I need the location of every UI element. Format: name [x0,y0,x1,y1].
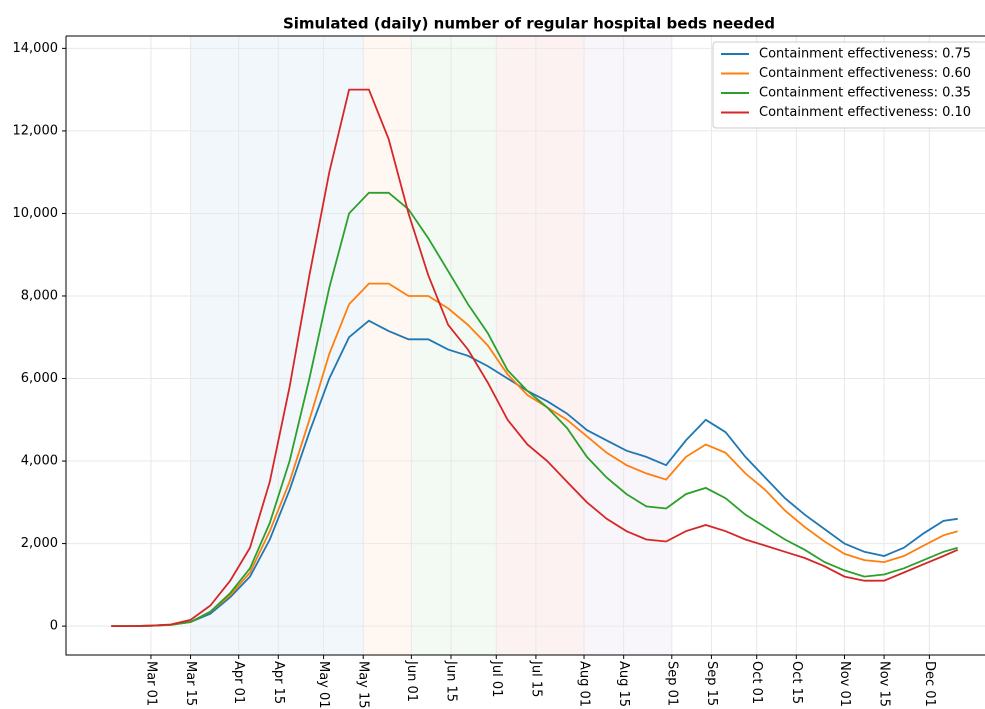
period-shade [496,36,585,655]
x-tick-label: Aug 01 [577,661,592,707]
x-tick-label: Mar 15 [183,661,198,706]
x-tick-label: Jun 01 [404,660,419,702]
x-tick-label: Nov 01 [837,661,852,707]
period-shade [411,36,497,655]
x-tick-label: Oct 01 [749,661,764,704]
period-shade [584,36,672,655]
x-tick-label: Oct 15 [789,661,804,704]
series-line [111,88,959,627]
x-tick-label: Dec 01 [922,661,937,707]
x-tick-label: May 01 [316,661,331,709]
axes-frame [65,35,985,656]
y-tick-label: 4,000 [21,454,58,469]
period-shade [363,36,412,655]
legend-label: Containment effectiveness: 0.60 [759,66,971,81]
x-tick-label: Apr 15 [271,661,286,704]
x-tick-label: Jun 15 [443,660,458,702]
period-shade [190,36,364,655]
y-tick-label: 0 [50,619,58,634]
legend-label: Containment effectiveness: 0.35 [759,86,971,101]
x-tick-label: Sep 15 [704,661,719,706]
y-tick-label: 12,000 [13,123,59,138]
y-tick-label: 6,000 [21,371,58,386]
y-tick-label: 2,000 [21,536,58,551]
series-line [111,282,958,627]
y-tick-label: 8,000 [21,288,58,303]
x-tick-label: May 15 [356,661,371,709]
series-line [111,319,958,627]
y-tick-label: 14,000 [13,41,59,56]
x-tick-label: Jul 01 [489,660,504,697]
series-line [111,191,958,627]
x-tick-label: Nov 15 [877,661,892,707]
y-tick-label: 10,000 [13,206,59,221]
legend-box [712,41,985,129]
x-tick-label: Mar 01 [143,661,158,706]
legend-label: Containment effectiveness: 0.75 [759,47,971,62]
legend-label: Containment effectiveness: 0.10 [759,105,971,120]
x-tick-label: Apr 01 [231,661,246,704]
x-tick-label: Jul 15 [528,660,543,697]
x-tick-label: Sep 01 [664,661,679,706]
x-tick-label: Aug 15 [616,661,631,707]
chart-title: Simulated (daily) number of regular hosp… [283,15,775,33]
